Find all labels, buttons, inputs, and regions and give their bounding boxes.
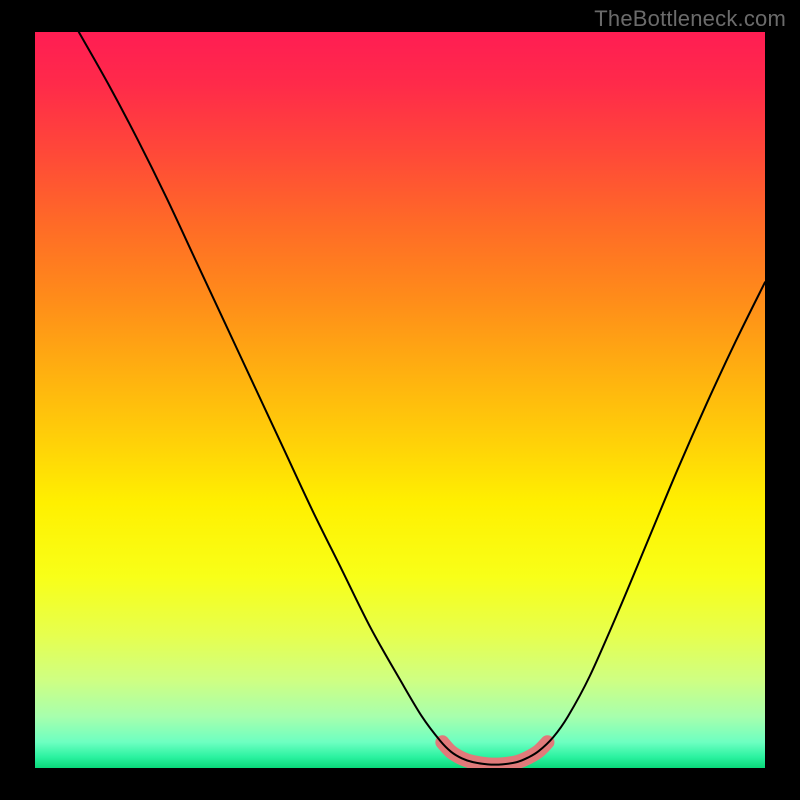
plot-background [35, 32, 765, 768]
watermark-text: TheBottleneck.com [594, 6, 786, 32]
bottleneck-chart [0, 0, 800, 800]
chart-container: TheBottleneck.com [0, 0, 800, 800]
